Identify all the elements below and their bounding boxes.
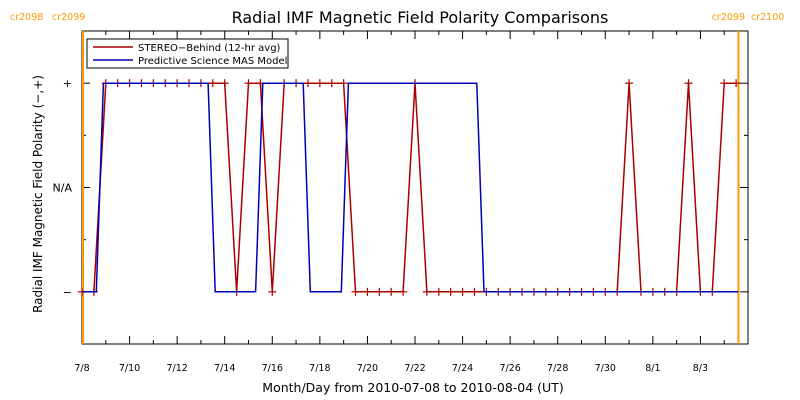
- series-layer: [78, 79, 741, 296]
- series-point-0-27: [399, 287, 408, 296]
- series-point-0-46: [625, 79, 634, 88]
- series-point-0-20: [315, 79, 324, 88]
- series-point-0-33: [470, 287, 479, 296]
- legend-label-model: Predictive Science MAS Model: [138, 56, 287, 67]
- rotation-label-right-1: cr2100: [751, 12, 784, 23]
- series-point-0-32: [458, 287, 467, 296]
- series-point-0-29: [422, 287, 431, 296]
- series-line-1: [82, 82, 739, 293]
- x-tick-label-6: 7/20: [357, 363, 378, 374]
- rotation-label-left-0: cr2098: [10, 12, 43, 23]
- x-tick-label-7: 7/22: [404, 363, 425, 374]
- series-point-0-16: [268, 287, 277, 296]
- series-point-0-11: [208, 79, 217, 88]
- x-tick-label-11: 7/30: [595, 363, 616, 374]
- series-point-0-55: [732, 79, 741, 88]
- x-tick-label-0: 7/8: [74, 363, 89, 374]
- y-tick-label-0: +: [63, 77, 72, 90]
- plot-frame: [81, 30, 749, 345]
- x-tick-label-8: 7/24: [452, 363, 473, 374]
- x-tick-label-4: 7/16: [262, 363, 283, 374]
- legend: STEREO−Behind (12-hr avg) Predictive Sci…: [86, 38, 289, 69]
- chart-title: Radial IMF Magnetic Field Polarity Compa…: [232, 8, 609, 27]
- legend-box: [86, 38, 289, 69]
- series-line-0: [82, 82, 737, 293]
- series-point-0-26: [387, 287, 396, 296]
- x-tick-label-2: 7/12: [166, 363, 187, 374]
- x-tick-label-1: 7/10: [119, 363, 140, 374]
- series-point-0-14: [244, 79, 253, 88]
- series-point-0-51: [684, 79, 693, 88]
- series-point-0-21: [327, 79, 336, 88]
- series-point-0-25: [375, 287, 384, 296]
- axis-ticks: [81, 30, 748, 345]
- series-point-0-31: [446, 287, 455, 296]
- series-point-0-54: [720, 79, 729, 88]
- x-tick-label-13: 8/3: [693, 363, 708, 374]
- x-tick-label-10: 7/28: [547, 363, 568, 374]
- series-point-0-12: [220, 79, 229, 88]
- series-point-0-19: [303, 79, 312, 88]
- x-axis-label: Month/Day from 2010-07-08 to 2010-08-04 …: [262, 380, 563, 395]
- series-point-0-24: [363, 287, 372, 296]
- series-point-0-22: [339, 79, 348, 88]
- y-axis-label: Radial IMF Magnetic Field Polarity (−,+): [31, 75, 45, 313]
- x-tick-label-9: 7/26: [499, 363, 520, 374]
- rotation-label-right-0: cr2099: [52, 12, 85, 23]
- x-tick-label-3: 7/14: [214, 363, 235, 374]
- rotation-label-left-1: cr2099: [712, 12, 745, 23]
- y-tick-label-1: N/A: [53, 182, 73, 195]
- tick-labels: 7/8 7/10 7/12 7/14 7/16 7/18 7/20 7/22 7/24 7/26 7…: [53, 77, 709, 374]
- x-tick-label-12: 8/1: [645, 363, 660, 374]
- series-point-0-23: [351, 287, 360, 296]
- x-tick-label-5: 7/18: [309, 363, 330, 374]
- series-point-0-30: [434, 287, 443, 296]
- legend-label-stereo: STEREO−Behind (12-hr avg): [138, 43, 281, 54]
- y-tick-label-2: −: [63, 286, 72, 299]
